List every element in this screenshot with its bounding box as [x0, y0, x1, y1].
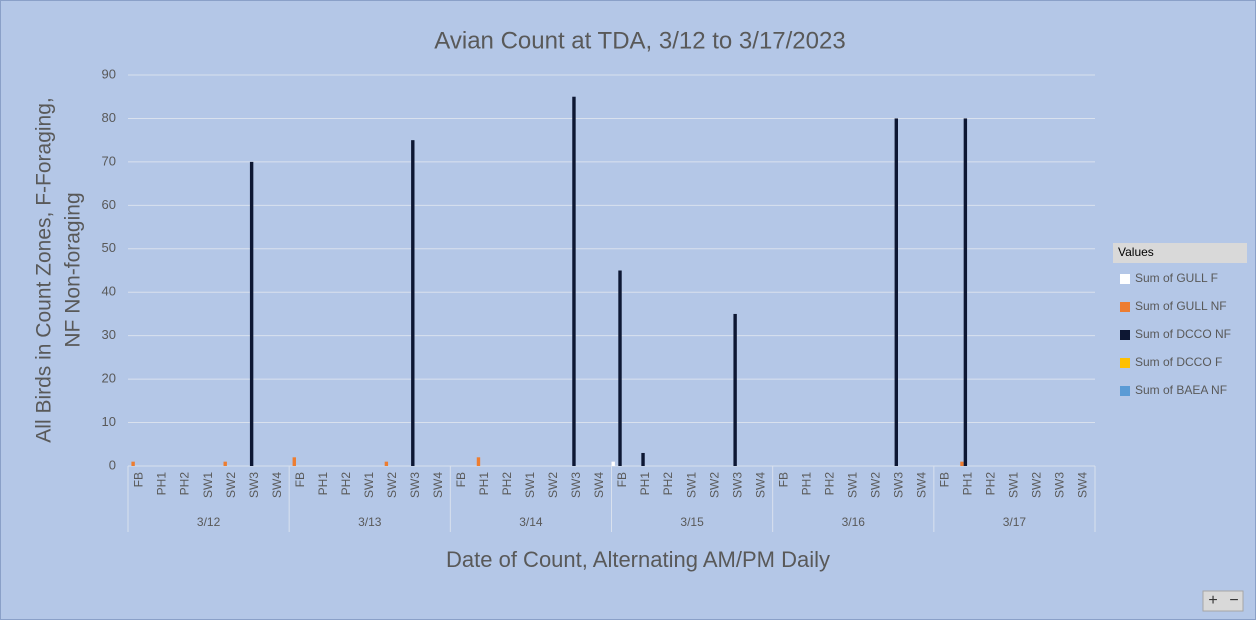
- x-tick-label: FB: [293, 472, 307, 487]
- zoom-controls: [1202, 590, 1244, 612]
- y-tick-label: 20: [102, 371, 116, 386]
- x-tick-label: SW4: [592, 472, 606, 498]
- bar: [894, 118, 898, 466]
- legend-label: Sum of DCCO F: [1135, 355, 1222, 369]
- legend-label: Sum of DCCO NF: [1135, 327, 1231, 341]
- chart-title: Avian Count at TDA, 3/12 to 3/17/2023: [434, 27, 845, 54]
- x-tick-label: PH2: [178, 472, 192, 496]
- x-tick-label: SW1: [845, 472, 859, 498]
- x-tick-label: SW2: [868, 472, 882, 498]
- group-label: 3/12: [197, 515, 221, 529]
- zoom-in-button[interactable]: +: [1208, 592, 1217, 609]
- x-tick-label: SW2: [385, 472, 399, 498]
- x-tick-label: SW4: [431, 472, 445, 498]
- bar: [384, 461, 389, 466]
- legend-swatch: [1120, 302, 1130, 312]
- x-tick-label: PH1: [155, 472, 169, 496]
- bar: [611, 461, 615, 466]
- x-tick-label: SW3: [569, 472, 583, 498]
- x-tick-label: SW1: [684, 472, 698, 498]
- x-tick-label: SW4: [1076, 472, 1090, 498]
- y-tick-label: 80: [102, 110, 116, 125]
- y-tick-label: 60: [102, 197, 116, 212]
- x-tick-label: FB: [776, 472, 790, 487]
- x-tick-label: SW3: [730, 472, 744, 498]
- x-tick-label: SW3: [408, 472, 422, 498]
- x-tick-label: PH2: [339, 472, 353, 496]
- x-tick-label: PH2: [822, 472, 836, 496]
- x-tick-label: PH2: [661, 472, 675, 496]
- bar: [131, 461, 135, 466]
- group-label: 3/16: [842, 515, 866, 529]
- x-tick-label: PH2: [984, 472, 998, 496]
- group-label: 3/17: [1003, 515, 1027, 529]
- bar: [618, 270, 622, 466]
- y-tick-label: 30: [102, 327, 116, 342]
- x-tick-label: SW1: [201, 472, 215, 498]
- y-axis-title: All Birds in Count Zones, F-Foraging,: [33, 97, 56, 442]
- y-tick-label: 40: [102, 284, 116, 299]
- x-tick-label: SW3: [1053, 472, 1067, 498]
- x-tick-label: PH1: [638, 472, 652, 496]
- y-tick-label: 0: [109, 457, 116, 472]
- bar: [960, 461, 964, 466]
- y-axis-title: NF Non-foraging: [62, 192, 85, 347]
- x-tick-label: SW4: [914, 472, 928, 498]
- bar: [292, 457, 296, 466]
- x-tick-label: SW4: [753, 472, 767, 498]
- y-tick-label: 10: [102, 414, 116, 429]
- x-tick-label: SW1: [1007, 472, 1021, 498]
- x-axis-title: Date of Count, Alternating AM/PM Daily: [446, 547, 830, 572]
- group-label: 3/14: [519, 515, 543, 529]
- x-tick-label: SW3: [891, 472, 905, 498]
- x-tick-label: SW1: [523, 472, 537, 498]
- legend-label: Sum of GULL NF: [1135, 299, 1227, 313]
- x-tick-label: PH1: [799, 472, 813, 496]
- bar: [476, 457, 481, 466]
- group-label: 3/13: [358, 515, 382, 529]
- bar: [641, 452, 645, 466]
- x-tick-label: SW2: [1030, 472, 1044, 498]
- x-tick-label: FB: [938, 472, 952, 487]
- x-tick-label: PH2: [500, 472, 514, 496]
- x-tick-label: PH1: [961, 472, 975, 496]
- bar: [249, 161, 254, 466]
- x-tick-label: SW4: [270, 472, 284, 498]
- legend-title: Values: [1118, 245, 1154, 259]
- x-tick-label: FB: [132, 472, 146, 487]
- x-tick-label: SW2: [546, 472, 560, 498]
- x-tick-label: FB: [615, 472, 629, 487]
- bar: [411, 140, 415, 466]
- x-tick-label: SW2: [707, 472, 721, 498]
- y-tick-label: 70: [102, 153, 116, 168]
- x-tick-label: FB: [454, 472, 468, 487]
- legend-label: Sum of BAEA NF: [1135, 383, 1227, 397]
- x-tick-label: SW3: [247, 472, 261, 498]
- x-tick-label: SW2: [224, 472, 238, 498]
- group-label: 3/15: [680, 515, 704, 529]
- bar: [733, 313, 737, 466]
- bar: [572, 96, 576, 466]
- y-tick-label: 50: [102, 240, 116, 255]
- bar: [963, 118, 968, 466]
- zoom-out-button[interactable]: −: [1229, 592, 1238, 609]
- legend-swatch: [1120, 386, 1130, 396]
- bar: [223, 461, 227, 466]
- x-tick-label: PH1: [477, 472, 491, 496]
- legend-swatch: [1120, 358, 1130, 368]
- x-tick-label: PH1: [316, 472, 330, 496]
- x-tick-label: SW1: [362, 472, 376, 498]
- legend-label: Sum of GULL F: [1135, 271, 1218, 285]
- legend-swatch: [1120, 330, 1130, 340]
- y-tick-label: 90: [102, 66, 116, 81]
- legend-header: [1113, 243, 1247, 263]
- legend-swatch: [1120, 274, 1130, 284]
